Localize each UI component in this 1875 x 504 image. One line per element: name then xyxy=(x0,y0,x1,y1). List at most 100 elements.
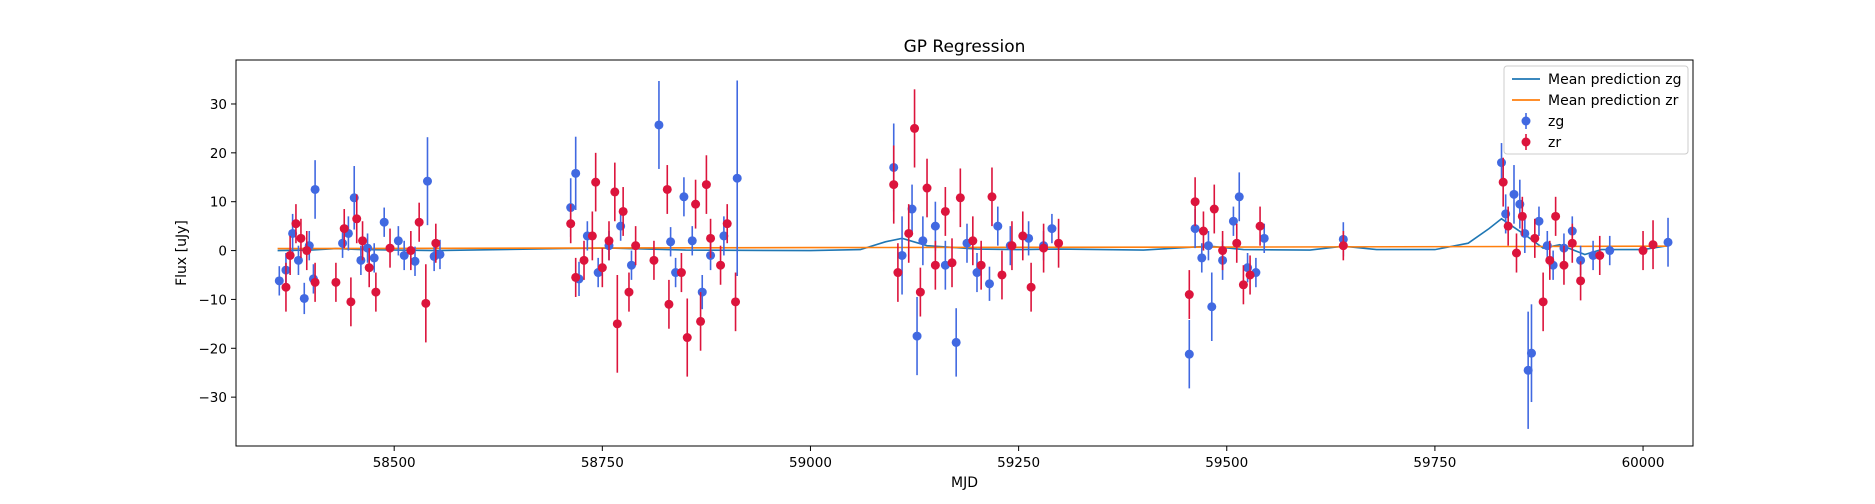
data-point-zr xyxy=(339,209,349,249)
data-point-zr xyxy=(1255,206,1265,246)
legend-item-mean-prediction-zg: Mean prediction zg xyxy=(1512,72,1682,88)
data-point-zr xyxy=(591,152,601,212)
marker xyxy=(984,279,994,289)
data-point-zg xyxy=(984,266,994,301)
data-point-zr xyxy=(1498,157,1508,207)
marker xyxy=(435,249,445,259)
data-point-zr xyxy=(1551,196,1561,236)
data-point-zr xyxy=(310,262,320,302)
data-point-zr xyxy=(930,240,940,290)
data-point-zr xyxy=(1530,218,1540,258)
data-point-zr xyxy=(1538,272,1548,332)
data-point-zg xyxy=(993,206,1003,246)
marker xyxy=(369,253,379,263)
marker xyxy=(1245,270,1255,280)
marker xyxy=(1530,233,1540,243)
data-point-zr xyxy=(1245,255,1255,295)
marker xyxy=(696,316,706,326)
marker xyxy=(288,228,298,238)
marker xyxy=(1545,255,1555,265)
data-point-zg xyxy=(951,308,961,377)
marker xyxy=(566,219,576,229)
data-point-zr xyxy=(1209,184,1219,234)
marker xyxy=(1511,248,1521,258)
legend-marker xyxy=(1521,116,1531,126)
marker xyxy=(310,277,320,287)
marker xyxy=(722,219,732,229)
marker xyxy=(955,193,965,203)
marker xyxy=(1007,241,1017,251)
data-point-zg xyxy=(293,245,303,275)
marker xyxy=(338,238,348,248)
data-point-zr xyxy=(1511,233,1521,273)
legend-label: Mean prediction zr xyxy=(1548,93,1679,109)
marker xyxy=(339,224,349,234)
y-tick-label: 10 xyxy=(210,195,227,211)
data-point-zr xyxy=(1026,262,1036,312)
marker xyxy=(666,237,676,247)
marker xyxy=(291,219,301,229)
data-point-zg xyxy=(679,177,689,217)
data-point-zr xyxy=(1184,270,1194,319)
y-tick-label: −10 xyxy=(199,292,228,308)
marker xyxy=(631,241,641,251)
data-point-zr xyxy=(664,279,674,329)
marker xyxy=(399,250,409,260)
legend-item-mean-prediction-zr: Mean prediction zr xyxy=(1512,93,1679,109)
marker xyxy=(371,287,381,297)
marker xyxy=(1184,290,1194,300)
marker xyxy=(687,236,697,246)
marker xyxy=(1534,216,1544,226)
marker xyxy=(1567,238,1577,248)
marker xyxy=(1228,216,1238,226)
marker xyxy=(410,256,420,266)
data-point-zg xyxy=(912,296,922,376)
legend-label: zr xyxy=(1548,135,1561,151)
marker xyxy=(1638,246,1648,256)
marker xyxy=(358,236,368,246)
data-point-zr xyxy=(1576,261,1586,301)
marker xyxy=(1588,250,1598,260)
data-point-zg xyxy=(732,80,742,276)
marker xyxy=(662,184,672,194)
data-point-zr xyxy=(1503,206,1513,246)
data-point-zr xyxy=(676,253,686,293)
marker xyxy=(281,282,291,292)
marker xyxy=(951,337,961,347)
marker xyxy=(610,187,620,197)
marker xyxy=(1605,246,1615,256)
marker xyxy=(731,297,741,307)
legend-label: zg xyxy=(1548,114,1564,130)
y-tick-label: 20 xyxy=(210,146,227,162)
marker xyxy=(310,184,320,194)
data-point-zr xyxy=(889,145,899,224)
data-point-zg xyxy=(1523,311,1533,429)
data-point-zg xyxy=(666,227,676,257)
marker xyxy=(591,177,601,187)
marker xyxy=(393,236,403,246)
data-point-zr xyxy=(701,155,711,214)
marker xyxy=(701,180,711,190)
marker xyxy=(1551,211,1561,221)
marker xyxy=(1503,221,1513,231)
marker xyxy=(987,192,997,202)
marker xyxy=(1203,241,1213,251)
data-point-zg xyxy=(379,207,389,237)
marker xyxy=(356,255,366,265)
series-zr xyxy=(281,89,1658,377)
data-point-zr xyxy=(296,218,306,258)
data-point-zr xyxy=(649,240,659,280)
marker xyxy=(618,206,628,216)
data-point-zg xyxy=(1509,165,1519,224)
marker xyxy=(1576,276,1586,286)
marker xyxy=(649,255,659,265)
data-point-zr xyxy=(331,262,341,302)
marker xyxy=(972,268,982,278)
marker xyxy=(1190,197,1200,207)
data-point-zr xyxy=(406,231,416,271)
marker xyxy=(732,173,742,183)
data-point-zr xyxy=(716,245,726,285)
data-point-zr xyxy=(1238,265,1248,305)
data-point-zr xyxy=(893,243,903,302)
